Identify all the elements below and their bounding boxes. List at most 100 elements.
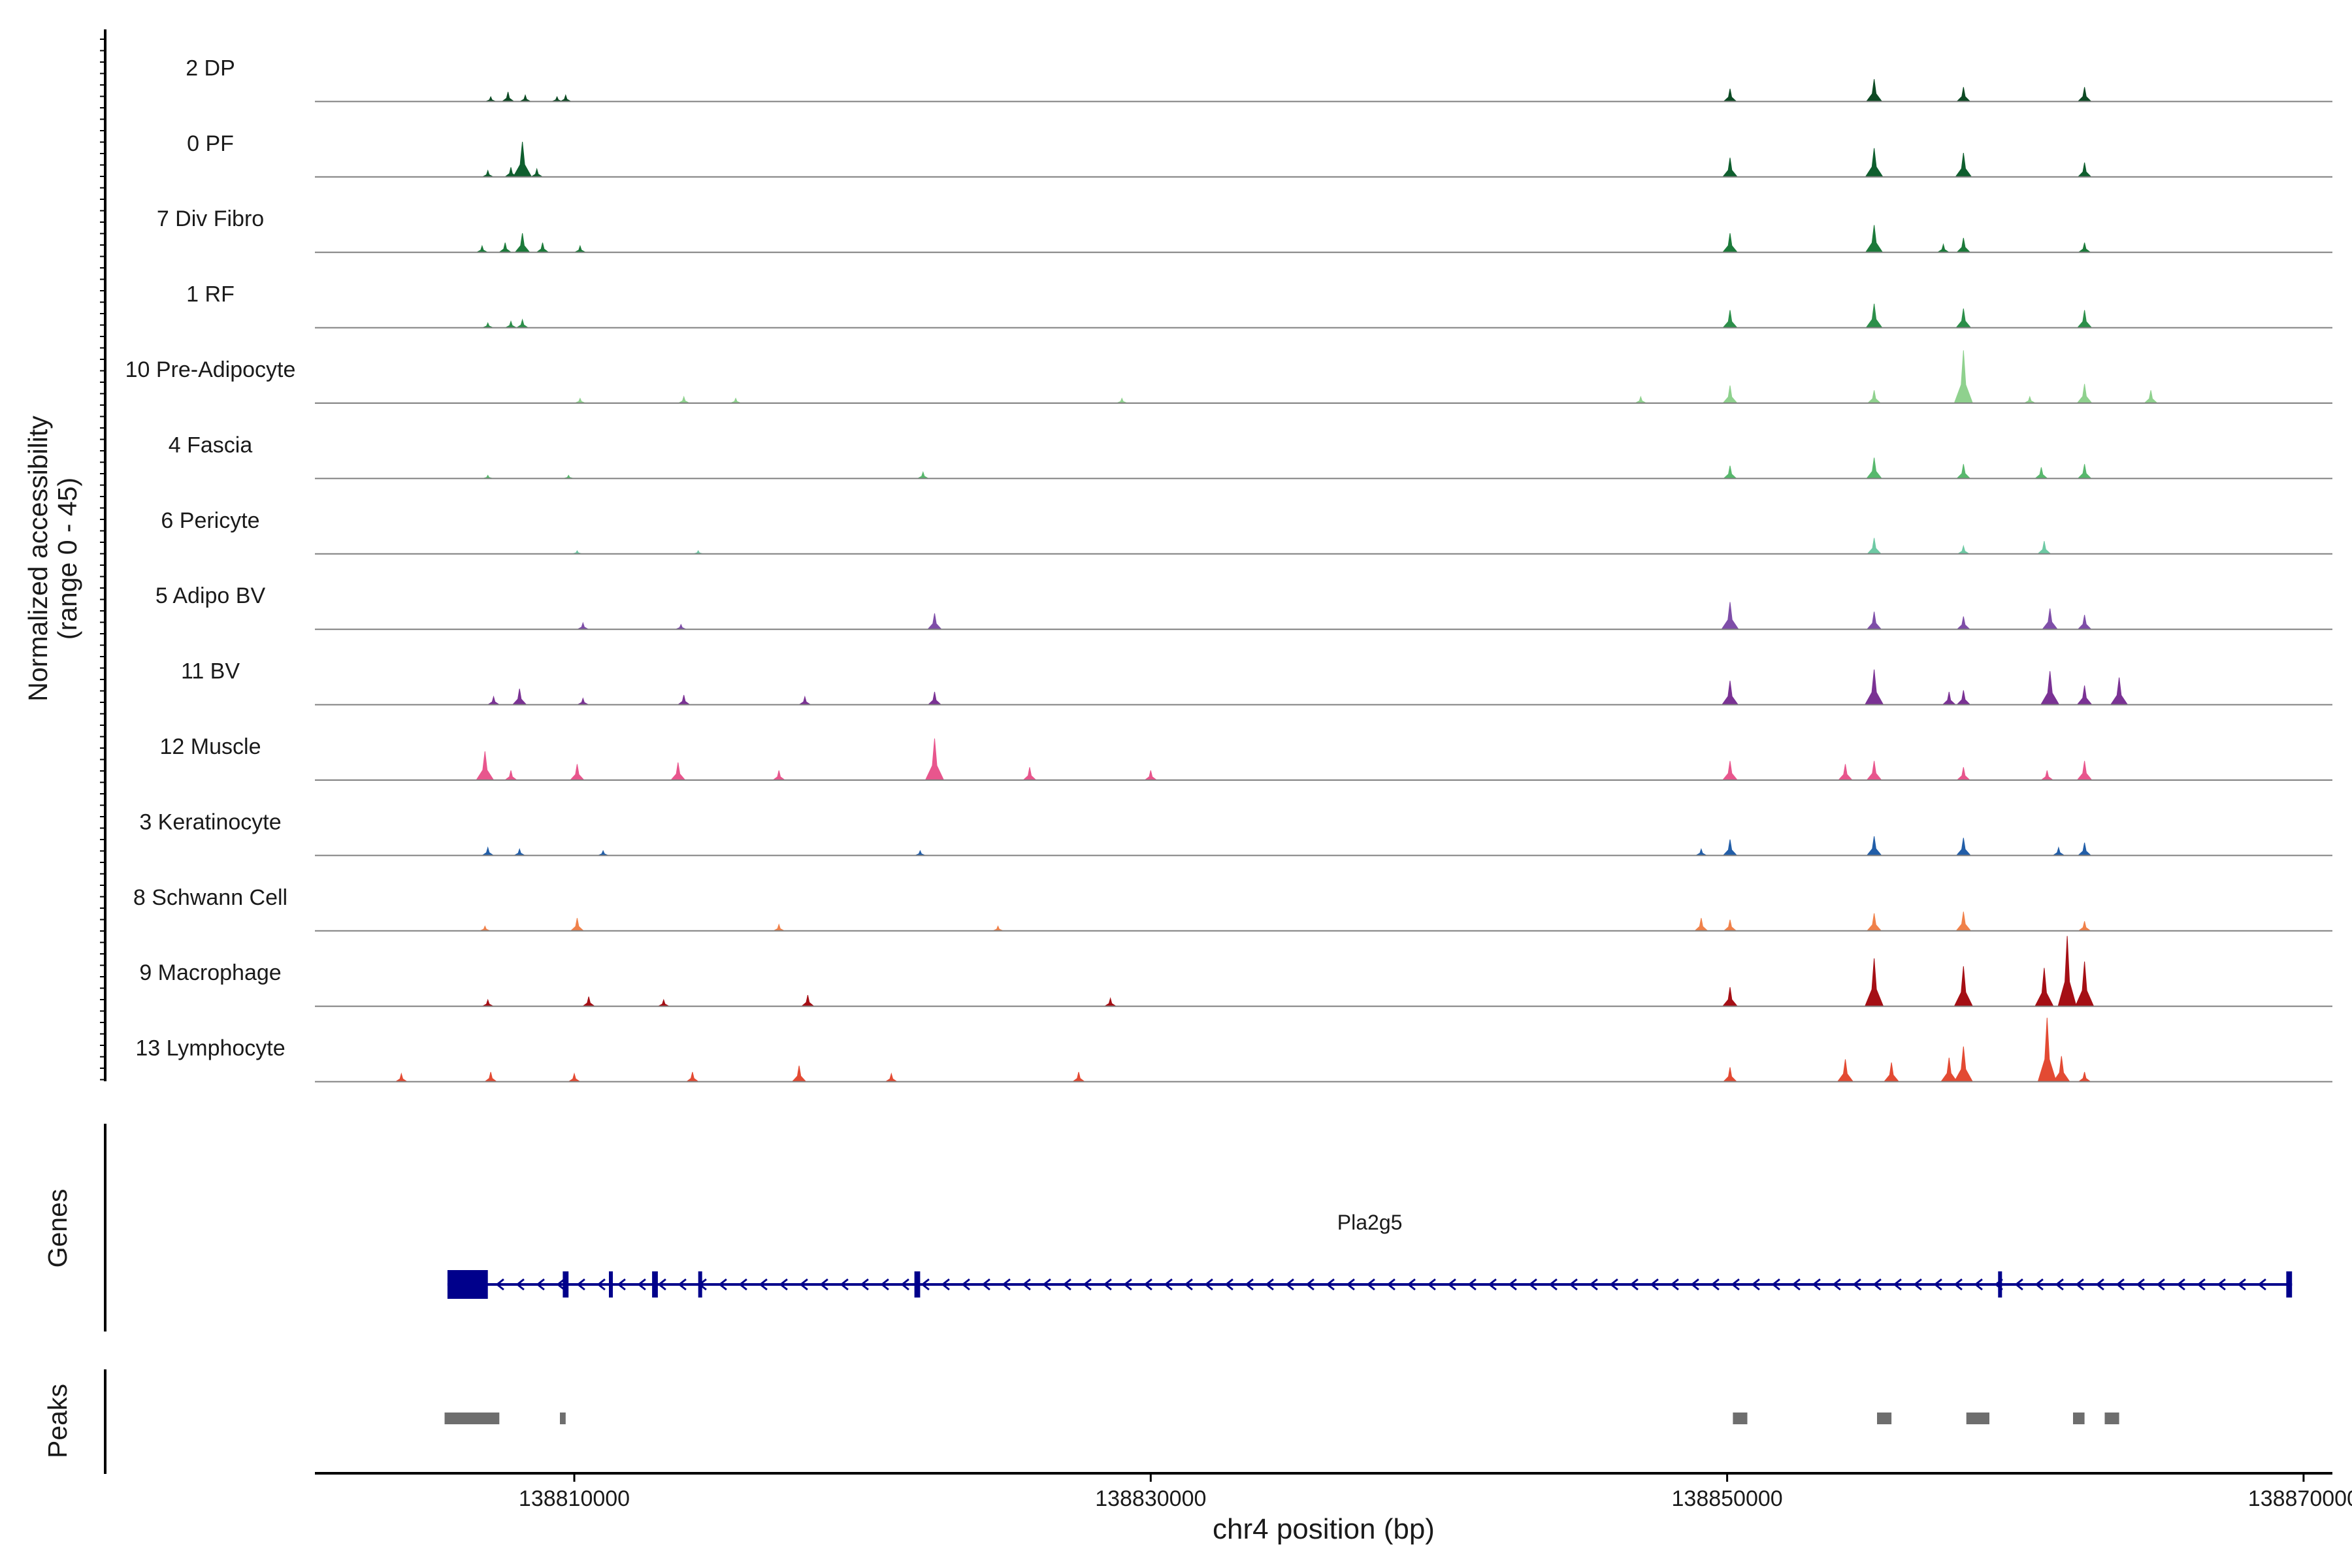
track-12-muscle: 12 Muscle (160, 734, 2332, 781)
strand-arrow (2217, 1278, 2226, 1291)
accessibility-peak (685, 1071, 700, 1083)
strand-arrow (1569, 1278, 1578, 1291)
strand-arrow (1731, 1278, 1740, 1291)
accessibility-peak (1143, 770, 1158, 781)
accessibility-peak (1866, 836, 1882, 856)
strand-arrow (1366, 1278, 1375, 1291)
gene-model-pla2g5 (447, 1270, 2293, 1299)
accessibility-y-axis (100, 29, 106, 1081)
gene-exon (1998, 1271, 2002, 1298)
track-6-pericyte: 6 Pericyte (161, 508, 2332, 555)
strand-arrow (981, 1278, 990, 1291)
accessibility-peak (560, 93, 572, 102)
accessibility-peak (567, 1072, 581, 1083)
track-label: 8 Schwann Cell (133, 885, 287, 910)
gene-exon (609, 1271, 613, 1298)
track-4-fascia: 4 Fascia (169, 433, 2332, 480)
strand-arrow (738, 1278, 747, 1291)
strand-arrow (1427, 1278, 1436, 1291)
strand-arrow (1953, 1278, 1963, 1291)
accessibility-peak (1693, 918, 1708, 932)
track-10-pre-adipocyte: 10 Pre-Adipocyte (125, 350, 2332, 404)
accessibility-peak (476, 751, 495, 781)
accessibility-peak (2040, 671, 2060, 706)
gene-exon (652, 1271, 658, 1298)
accessibility-peak (1722, 465, 1738, 479)
accessibility-peak (512, 141, 532, 178)
accessibility-peak (480, 925, 491, 932)
accessibility-peak (514, 847, 525, 856)
strand-arrow (819, 1278, 828, 1291)
accessibility-peak (926, 613, 943, 630)
strand-arrow (1913, 1278, 1922, 1291)
strand-arrow (1103, 1278, 1112, 1291)
strand-arrow (1852, 1278, 1861, 1291)
track-label: 3 Keratinocyte (139, 809, 281, 834)
accessibility-peak (504, 770, 518, 781)
strand-arrow (617, 1278, 626, 1291)
accessibility-peak (581, 996, 596, 1007)
y-axis-label-line1: Normalized accessibility (23, 416, 53, 702)
accessibility-peak (1865, 457, 1883, 479)
accessibility-peak (2042, 608, 2059, 630)
accessibility-peak (2076, 310, 2093, 329)
track-8-schwann-cell: 8 Schwann Cell (133, 885, 2332, 932)
accessibility-peak (2036, 541, 2051, 555)
strand-arrow (1974, 1278, 1983, 1291)
strand-arrow (900, 1278, 909, 1291)
accessibility-peak (773, 923, 785, 932)
strand-arrow (2115, 1278, 2125, 1291)
strand-arrow (1083, 1278, 1092, 1291)
strand-arrow (515, 1278, 525, 1291)
strand-arrow (1042, 1278, 1051, 1291)
accessibility-peak (1723, 919, 1737, 932)
peak-region (560, 1413, 566, 1424)
accessibility-peak (1866, 538, 1882, 555)
accessibility-peak (1955, 838, 1972, 856)
accessibility-peak (2076, 685, 2093, 706)
accessibility-peak (798, 695, 812, 706)
strand-arrow (576, 1278, 585, 1291)
strand-arrow (1184, 1278, 1193, 1291)
strand-arrow (2055, 1278, 2064, 1291)
accessibility-peak (1956, 87, 1971, 102)
strand-arrow (637, 1278, 646, 1291)
strand-arrow (1893, 1278, 1902, 1291)
strand-arrow (1589, 1278, 1598, 1291)
accessibility-peak (1956, 464, 1971, 479)
track-label: 1 RF (186, 282, 235, 307)
accessibility-peak (676, 623, 687, 630)
accessibility-peak (551, 95, 563, 102)
strand-arrow (1002, 1278, 1011, 1291)
accessibility-peak (2077, 87, 2092, 102)
strand-arrow (556, 1278, 565, 1291)
strand-arrow (1467, 1278, 1477, 1291)
peak-region (1966, 1413, 1989, 1424)
accessibility-peak (1837, 764, 1854, 781)
accessibility-peak (2078, 1071, 2092, 1083)
strand-arrow (1224, 1278, 1233, 1291)
strand-arrow (1488, 1278, 1497, 1291)
track-label: 13 Lymphocyte (135, 1036, 285, 1061)
strand-arrow (1771, 1278, 1780, 1291)
accessibility-peak (476, 244, 488, 253)
accessibility-peak (570, 918, 585, 932)
strand-arrow (1204, 1278, 1213, 1291)
accessibility-peak (791, 1066, 807, 1083)
accessibility-peak (1722, 310, 1738, 329)
accessibility-peak (1722, 1067, 1738, 1083)
track-1-rf: 1 RF (186, 282, 2332, 329)
accessibility-peak (2076, 760, 2093, 781)
accessibility-peak (1940, 1057, 1958, 1083)
strand-arrow (1346, 1278, 1355, 1291)
accessibility-peak (917, 470, 929, 479)
accessibility-peak (1953, 1046, 1974, 1083)
track-2-dp: 2 DP (186, 56, 2332, 103)
gene-exon (563, 1271, 569, 1298)
gene-exon (698, 1271, 702, 1298)
strand-arrow (1407, 1278, 1416, 1291)
accessibility-peak (485, 95, 497, 102)
strand-arrow (1650, 1278, 1659, 1291)
accessibility-peak (1956, 690, 1971, 706)
accessibility-peak (2037, 1017, 2057, 1083)
